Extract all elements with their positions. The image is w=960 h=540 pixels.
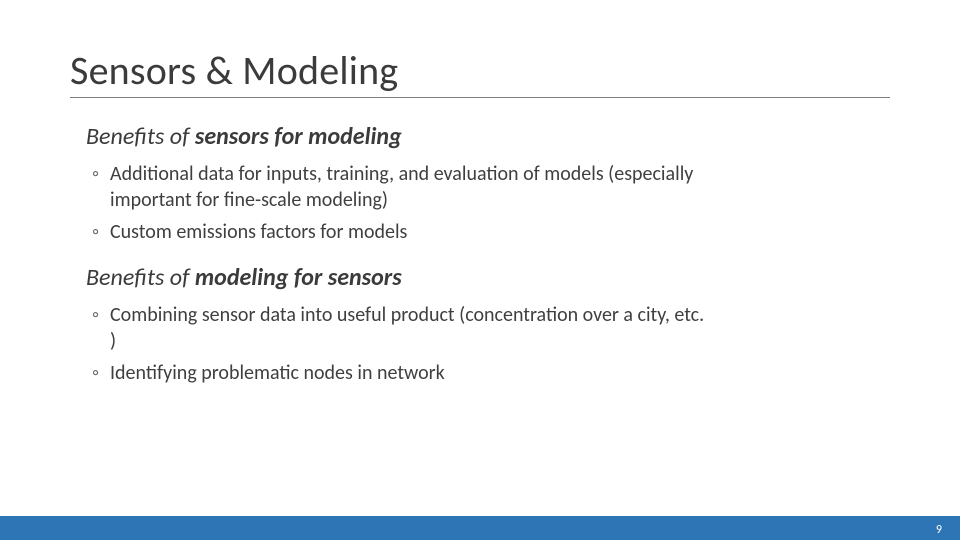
footer-bar: 9 (0, 516, 960, 540)
list-item: Additional data for inputs, training, an… (86, 161, 710, 213)
section-heading-2-em: modeling for sensors (195, 263, 402, 292)
section-2-bullets: Combining sensor data into useful produc… (86, 302, 890, 386)
list-item: Custom emissions factors for models (86, 219, 710, 245)
section-heading-2: Benefits of modeling for sensors (86, 263, 890, 292)
section-heading-2-pre: Benefits of (86, 263, 195, 292)
slide-title: Sensors & Modeling (70, 46, 890, 98)
list-item: Identifying problematic nodes in network (86, 360, 710, 386)
section-heading-1-pre: Benefits of (86, 122, 195, 151)
page-number: 9 (936, 523, 942, 537)
section-1-bullets: Additional data for inputs, training, an… (86, 161, 890, 245)
section-heading-1: Benefits of sensors for modeling (86, 122, 890, 151)
section-heading-1-em: sensors for modeling (195, 122, 402, 151)
slide: Sensors & Modeling Benefits of sensors f… (0, 0, 960, 540)
list-item: Combining sensor data into useful produc… (86, 302, 710, 354)
